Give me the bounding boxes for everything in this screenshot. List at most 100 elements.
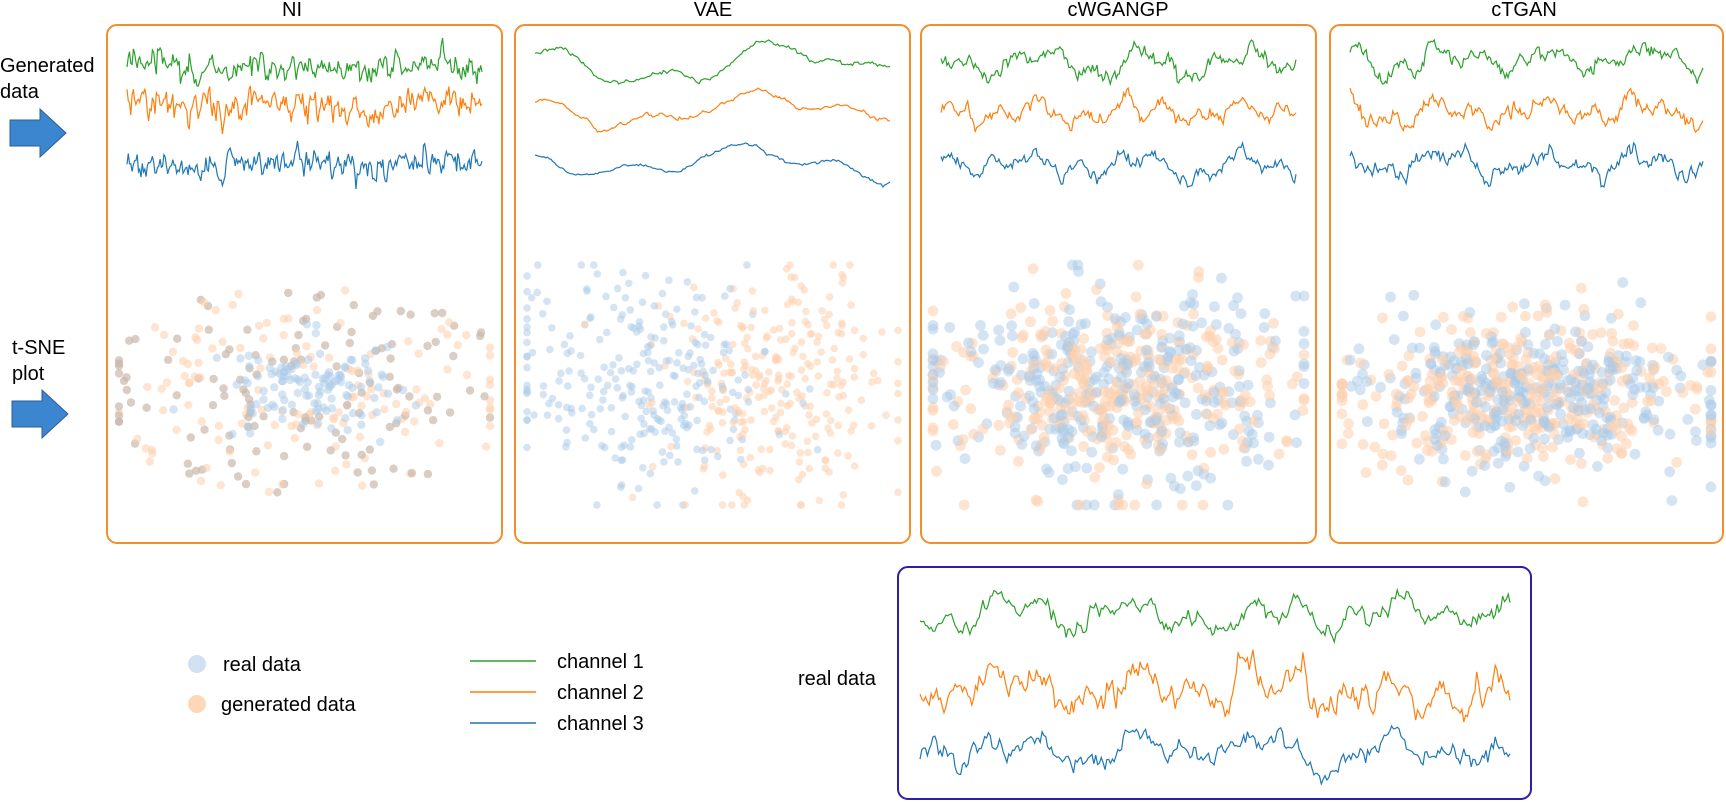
tsne-point-vae <box>802 307 810 316</box>
tsne-point-ctgan <box>1480 401 1491 413</box>
tsne-point-cwgangp <box>1298 326 1310 337</box>
tsne-point-cwgangp <box>1091 404 1103 415</box>
tsne-point-vae <box>729 425 738 434</box>
tsne-point-vae <box>546 345 554 354</box>
tsne-point-vae <box>795 458 804 466</box>
tsne-point-cwgangp <box>1013 456 1024 467</box>
tsne-point-vae <box>638 298 647 307</box>
tsne-point-ni <box>445 408 455 417</box>
tsne-point-cwgangp <box>1223 322 1235 334</box>
tsne-point-vae <box>621 412 629 421</box>
tsne-point-cwgangp <box>1298 361 1310 372</box>
tsne-point-vae <box>894 437 902 445</box>
tsne-point-vae <box>686 403 695 411</box>
tsne-point-ctgan <box>1488 409 1500 420</box>
tsne-point-ni <box>209 374 218 384</box>
tsne-point-ctgan <box>1528 433 1540 444</box>
tsne-point-ni <box>410 417 419 426</box>
tsne-point-cwgangp <box>1204 420 1216 432</box>
tsne-point-ni <box>143 382 152 392</box>
tsne-point-cwgangp <box>1060 288 1072 299</box>
tsne-point-cwgangp <box>1173 330 1185 342</box>
tsne-point-vae <box>806 330 815 339</box>
tsne-point-ni <box>211 305 220 315</box>
tsne-point-vae <box>677 415 685 424</box>
tsne-point-ni <box>236 354 245 363</box>
tsne-point-cwgangp <box>1086 446 1098 458</box>
tsne-point-ctgan <box>1544 329 1555 340</box>
tsne-point-cwgangp <box>1078 333 1090 344</box>
tsne-point-vae <box>772 353 780 361</box>
tsne-point-cwgangp <box>1054 382 1065 394</box>
tsne-point-ctgan <box>1616 375 1628 387</box>
tsne-point-vae <box>646 469 655 478</box>
tsne-point-vae <box>765 387 773 396</box>
tsne-point-vae <box>778 386 786 394</box>
tsne-point-vae <box>744 385 752 394</box>
tsne-point-cwgangp <box>1209 301 1220 313</box>
tsne-point-vae <box>617 367 626 375</box>
panel-frame-vae <box>514 24 911 544</box>
tsne-point-cwgangp <box>1028 358 1040 370</box>
tsne-point-ni <box>278 390 287 399</box>
tsne-point-ctgan <box>1705 424 1717 436</box>
tsne-point-cwgangp <box>1156 426 1168 437</box>
tsne-point-ctgan <box>1628 320 1639 331</box>
tsne-point-vae <box>642 407 650 416</box>
tsne-point-ctgan <box>1492 457 1504 469</box>
tsne-point-cwgangp <box>1122 444 1134 455</box>
tsne-point-vae <box>768 404 776 412</box>
tsne-point-ctgan <box>1489 368 1500 380</box>
tsne-point-vae <box>747 323 755 332</box>
tsne-point-ni <box>370 393 379 403</box>
tsne-point-vae <box>788 432 797 440</box>
tsne-point-vae <box>602 292 610 301</box>
tsne-point-ctgan <box>1486 337 1498 349</box>
tsne-point-ctgan <box>1448 355 1460 367</box>
tsne-point-cwgangp <box>1166 362 1178 374</box>
tsne-point-vae <box>874 376 882 385</box>
tsne-point-ni <box>485 421 495 431</box>
tsne-point-cwgangp <box>1228 345 1240 357</box>
tsne-point-ctgan <box>1452 399 1464 411</box>
tsne-point-ctgan <box>1555 408 1566 420</box>
tsne-point-cwgangp <box>1238 339 1249 351</box>
tsne-point-vae <box>698 294 706 302</box>
tsne-point-vae <box>700 456 709 465</box>
tsne-point-cwgangp <box>1173 415 1185 427</box>
tsne-plot-cwgangp <box>927 259 1310 511</box>
tsne-point-cwgangp <box>1173 344 1185 356</box>
tsne-point-ctgan <box>1439 430 1451 441</box>
tsne-point-ctgan <box>1666 495 1678 506</box>
tsne-point-vae <box>669 371 678 380</box>
tsne-point-vae <box>644 348 652 357</box>
tsne-point-ni <box>435 439 444 448</box>
tsne-point-vae <box>804 320 812 329</box>
timeseries-vae <box>534 39 891 189</box>
tsne-point-ni <box>292 348 302 358</box>
tsne-point-cwgangp <box>1229 365 1241 377</box>
tsne-point-vae <box>560 340 569 349</box>
tsne-point-ni <box>292 360 301 370</box>
tsne-point-vae <box>644 356 653 365</box>
tsne-point-cwgangp <box>1179 397 1191 409</box>
tsne-point-vae <box>577 369 585 378</box>
tsne-point-cwgangp <box>1073 387 1085 399</box>
tsne-point-cwgangp <box>1197 499 1209 511</box>
tsne-point-vae <box>894 379 902 388</box>
tsne-point-vae <box>761 306 769 315</box>
tsne-point-vae <box>818 307 826 315</box>
tsne-point-ni <box>326 446 335 455</box>
tsne-point-cwgangp <box>1003 363 1015 375</box>
tsne-point-ni <box>214 435 223 445</box>
tsne-point-vae <box>590 425 598 434</box>
tsne-point-ni <box>277 363 286 372</box>
tsne-point-cwgangp <box>1187 320 1199 332</box>
tsne-point-vae <box>814 372 823 380</box>
tsne-point-ni <box>270 383 279 392</box>
tsne-point-vae <box>694 369 702 378</box>
tsne-point-vae <box>801 374 809 383</box>
tsne-point-vae <box>534 261 542 269</box>
tsne-point-ni <box>241 388 250 398</box>
tsne-point-vae <box>618 394 627 402</box>
